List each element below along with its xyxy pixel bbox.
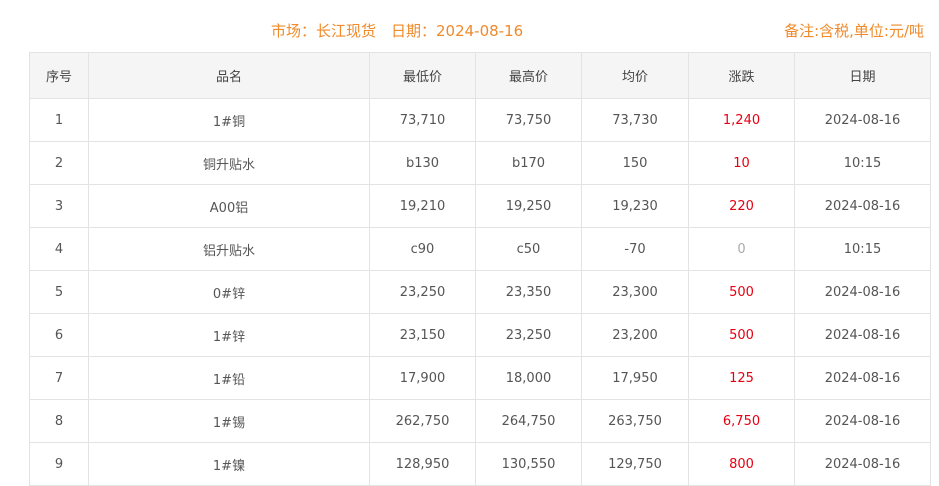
cell-name: 铜升贴水 — [88, 141, 370, 185]
cell-date: 2024-08-16 — [794, 184, 931, 228]
cell-index: 7 — [29, 356, 89, 400]
cell-name: 1#锌 — [88, 313, 370, 357]
cell-index: 6 — [29, 313, 89, 357]
cell-avg: 23,200 — [581, 313, 689, 357]
column-header: 序号 — [29, 52, 89, 99]
cell-low: 262,750 — [369, 399, 476, 443]
cell-high: 23,250 — [475, 313, 582, 357]
cell-high: 19,250 — [475, 184, 582, 228]
column-header: 最低价 — [369, 52, 476, 99]
cell-index: 2 — [29, 141, 89, 185]
cell-name: 1#锡 — [88, 399, 370, 443]
table-row: 5 0#锌 23,250 23,350 23,300 500 2024-08-16 — [29, 270, 931, 314]
cell-low: 23,250 — [369, 270, 476, 314]
cell-date: 10:15 — [794, 227, 931, 271]
table-row: 2 铜升贴水 b130 b170 150 10 10:15 — [29, 141, 931, 185]
cell-avg: 129,750 — [581, 442, 689, 486]
cell-low: b130 — [369, 141, 476, 185]
cell-date: 10:15 — [794, 141, 931, 185]
cell-change: 800 — [688, 442, 795, 486]
cell-date: 2024-08-16 — [794, 442, 931, 486]
price-table: 序号 品名 最低价 最高价 均价 涨跌 日期 1 1#铜 73,710 73,750 73,730 1… — [29, 52, 931, 486]
column-header: 涨跌 — [688, 52, 795, 99]
cell-high: 73,750 — [475, 98, 582, 142]
table-row: 6 1#锌 23,150 23,250 23,200 500 2024-08-16 — [29, 313, 931, 357]
cell-avg: 263,750 — [581, 399, 689, 443]
cell-name: 0#锌 — [88, 270, 370, 314]
cell-avg: 19,230 — [581, 184, 689, 228]
cell-name: 1#铜 — [88, 98, 370, 142]
cell-index: 1 — [29, 98, 89, 142]
cell-high: 18,000 — [475, 356, 582, 400]
cell-change: 500 — [688, 313, 795, 357]
cell-name: A00铝 — [88, 184, 370, 228]
table-row: 4 铝升贴水 c90 c50 -70 0 10:15 — [29, 227, 931, 271]
cell-name: 铝升贴水 — [88, 227, 370, 271]
header: 市场：长江现货 日期：2024-08-16 备注:含税,单位:元/吨 — [0, 0, 939, 52]
table-row: 8 1#锡 262,750 264,750 263,750 6,750 2024-08-16 — [29, 399, 931, 443]
cell-name: 1#铅 — [88, 356, 370, 400]
cell-avg: 23,300 — [581, 270, 689, 314]
cell-index: 4 — [29, 227, 89, 271]
cell-avg: 150 — [581, 141, 689, 185]
column-header: 均价 — [581, 52, 689, 99]
cell-index: 5 — [29, 270, 89, 314]
cell-change: 0 — [688, 227, 795, 271]
column-header: 最高价 — [475, 52, 582, 99]
cell-low: c90 — [369, 227, 476, 271]
cell-high: 130,550 — [475, 442, 582, 486]
unit-note: 备注:含税,单位:元/吨 — [784, 22, 924, 40]
cell-high: b170 — [475, 141, 582, 185]
table-row: 9 1#镍 128,950 130,550 129,750 800 2024-08-16 — [29, 442, 931, 486]
cell-change: 220 — [688, 184, 795, 228]
cell-date: 2024-08-16 — [794, 270, 931, 314]
cell-avg: -70 — [581, 227, 689, 271]
cell-low: 19,210 — [369, 184, 476, 228]
cell-low: 17,900 — [369, 356, 476, 400]
cell-low: 73,710 — [369, 98, 476, 142]
cell-change: 125 — [688, 356, 795, 400]
cell-index: 8 — [29, 399, 89, 443]
cell-date: 2024-08-16 — [794, 98, 931, 142]
cell-index: 9 — [29, 442, 89, 486]
cell-high: 264,750 — [475, 399, 582, 443]
cell-name: 1#镍 — [88, 442, 370, 486]
cell-index: 3 — [29, 184, 89, 228]
cell-high: c50 — [475, 227, 582, 271]
column-header: 品名 — [88, 52, 370, 99]
market-title: 市场：长江现货 日期：2024-08-16 — [271, 22, 524, 40]
cell-avg: 17,950 — [581, 356, 689, 400]
cell-change: 6,750 — [688, 399, 795, 443]
cell-avg: 73,730 — [581, 98, 689, 142]
cell-change: 500 — [688, 270, 795, 314]
cell-high: 23,350 — [475, 270, 582, 314]
cell-change: 1,240 — [688, 98, 795, 142]
cell-date: 2024-08-16 — [794, 356, 931, 400]
table-row: 3 A00铝 19,210 19,250 19,230 220 2024-08-16 — [29, 184, 931, 228]
cell-low: 23,150 — [369, 313, 476, 357]
cell-date: 2024-08-16 — [794, 399, 931, 443]
column-header: 日期 — [794, 52, 931, 99]
table-row: 1 1#铜 73,710 73,750 73,730 1,240 2024-08-16 — [29, 98, 931, 142]
cell-low: 128,950 — [369, 442, 476, 486]
cell-change: 10 — [688, 141, 795, 185]
table-row: 7 1#铅 17,900 18,000 17,950 125 2024-08-16 — [29, 356, 931, 400]
cell-date: 2024-08-16 — [794, 313, 931, 357]
